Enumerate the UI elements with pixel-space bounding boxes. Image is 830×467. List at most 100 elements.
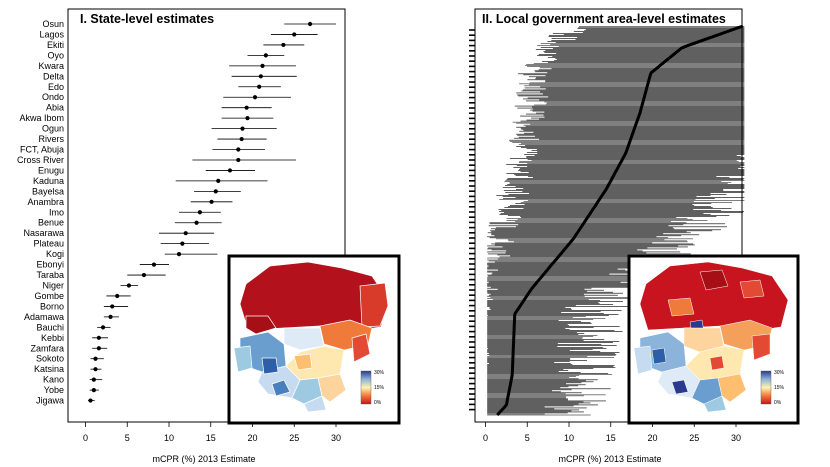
state-label: Kano	[43, 375, 64, 385]
state-label: Taraba	[36, 270, 64, 280]
x-tick-label: 15	[606, 433, 616, 443]
map2-legend-bar	[760, 370, 772, 405]
estimate-point	[126, 283, 132, 288]
state-label: Delta	[43, 71, 64, 81]
map1-legend-mid: 15%	[374, 385, 385, 391]
estimate-point	[244, 105, 249, 110]
x-tick-label: 0	[483, 433, 488, 443]
state-label: Gombe	[34, 291, 64, 301]
panel2-frame	[474, 8, 743, 423]
x-tick-label: 30	[331, 433, 341, 443]
estimate-point	[88, 398, 93, 403]
state-label: Niger	[42, 281, 64, 291]
estimate-point	[213, 189, 218, 194]
estimate-point	[308, 21, 313, 27]
estimate-point	[194, 220, 199, 225]
state-label: Jigawa	[36, 396, 64, 406]
panel1-map-inset: 30% 15% 0%	[227, 254, 401, 425]
x-tick-label: 30	[731, 433, 741, 443]
state-label: Kwara	[38, 61, 64, 71]
x-tick-label: 10	[564, 433, 574, 443]
state-label: Ebonyi	[36, 260, 64, 270]
x-tick-label: 15	[206, 433, 216, 443]
state-label: Ogun	[42, 124, 64, 134]
state-label: Bauchi	[36, 322, 64, 332]
x-tick-label: 10	[164, 433, 174, 443]
x-tick-label: 20	[247, 433, 257, 443]
estimate-point	[151, 262, 157, 267]
panel1-intervals	[88, 21, 336, 403]
x-tick-label: 0	[83, 433, 88, 443]
estimate-point	[93, 367, 98, 372]
state-label: Bayelsa	[32, 186, 64, 196]
state-label: Ekiti	[47, 40, 64, 50]
state-label: Edo	[48, 82, 64, 92]
map2-legend-mid: 15%	[774, 385, 785, 391]
x-tick-label: 20	[647, 433, 657, 443]
state-label: Oyo	[47, 50, 64, 60]
estimate-point	[115, 293, 120, 299]
estimate-point	[257, 84, 262, 89]
panel1-state-labels: OsunLagosEkitiOyoKwaraDeltaEdoOndoAbiaAk…	[17, 19, 65, 406]
state-label: Sokoto	[36, 354, 64, 364]
state-label: Benue	[38, 218, 64, 228]
estimate-point	[176, 252, 182, 257]
state-label: Anambra	[27, 197, 64, 207]
estimate-point	[227, 168, 233, 173]
estimate-point	[100, 325, 106, 330]
nigeria-state-map	[233, 261, 389, 413]
panel2-area-ticks	[469, 29, 475, 411]
estimate-point	[91, 388, 96, 393]
state-label: Katsina	[34, 364, 64, 374]
x-tick-label: 5	[525, 433, 530, 443]
state-label: Kogi	[46, 249, 64, 259]
panel2-title: II. Local government area-level estimate…	[482, 12, 726, 26]
map1-legend-bar	[360, 370, 372, 405]
map2-legend-bottom: 0%	[774, 400, 782, 406]
estimate-point	[96, 346, 101, 351]
panel2-map-inset: 30% 15% 0%	[627, 254, 800, 425]
state-label: Kebbi	[41, 333, 64, 343]
panel2-median-curve	[496, 24, 744, 417]
estimate-point	[236, 157, 241, 163]
map1-legend-bottom: 0%	[374, 400, 382, 406]
x-tick-label: 5	[125, 433, 130, 443]
estimate-point	[209, 199, 214, 204]
state-label: Abia	[46, 103, 64, 113]
state-label: Enugu	[38, 165, 64, 175]
state-label: Yobe	[44, 385, 64, 395]
state-label: Borno	[40, 301, 64, 311]
panel2-x-label: mCPR (%) 2013 Estimate	[558, 454, 661, 464]
state-label: Imo	[49, 207, 64, 217]
state-label: Cross River	[17, 155, 64, 165]
estimate-point	[183, 231, 188, 236]
state-label: FCT, Abuja	[20, 145, 64, 155]
state-label: Osun	[42, 19, 64, 29]
estimate-point	[110, 304, 115, 309]
estimate-point	[260, 63, 265, 68]
x-tick-label: 25	[689, 433, 699, 443]
estimate-point	[180, 241, 185, 246]
estimate-point	[281, 42, 286, 48]
estimate-point	[216, 178, 221, 183]
panel1-frame	[67, 8, 346, 423]
state-label: Ondo	[42, 92, 64, 102]
state-label: Lagos	[39, 29, 64, 39]
x-tick-label: 25	[289, 433, 299, 443]
state-label: Kaduna	[33, 176, 64, 186]
estimate-point	[292, 32, 297, 37]
estimate-point	[236, 147, 241, 152]
panel1-x-axis: 0 5 10 15 20 25 30	[83, 422, 341, 443]
nigeria-lga-map	[633, 261, 789, 413]
state-label: Nasarawa	[23, 228, 64, 238]
map2-legend-top: 30%	[774, 370, 785, 376]
estimate-point	[93, 356, 98, 361]
estimate-point	[197, 210, 202, 215]
panel2-x-axis: 0 5 10 15 20 25 30	[483, 422, 741, 443]
estimate-point	[108, 314, 113, 319]
estimate-point	[141, 272, 147, 278]
state-label: Zamfara	[30, 343, 64, 353]
estimate-point	[258, 74, 263, 79]
estimate-point	[96, 335, 101, 340]
